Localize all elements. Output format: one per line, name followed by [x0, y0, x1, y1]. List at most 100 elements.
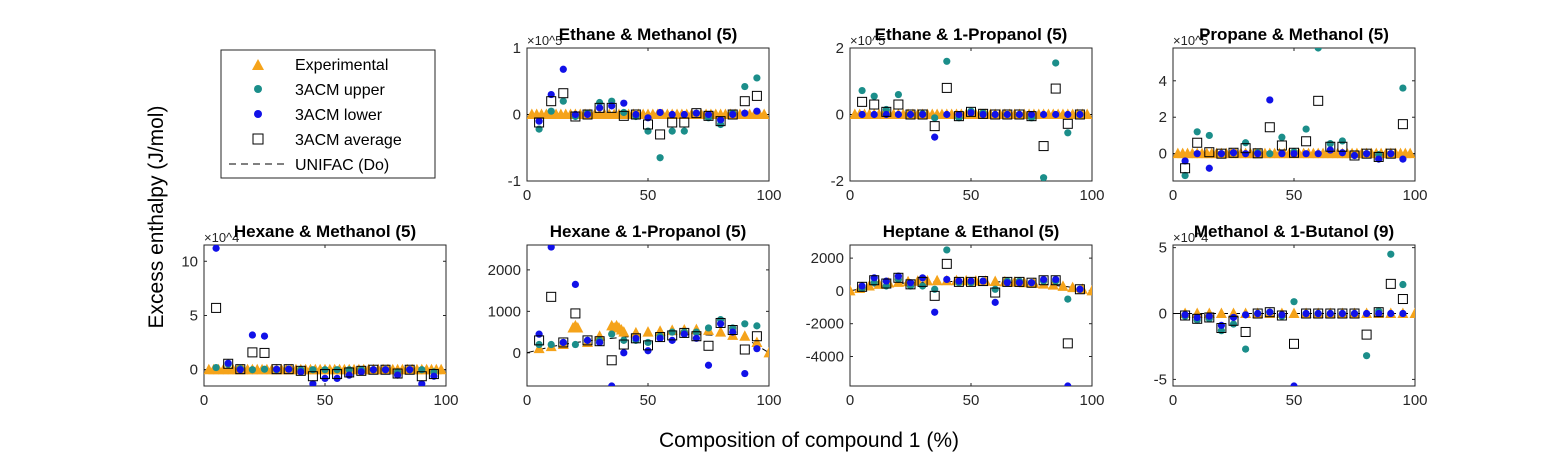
experimental-marker	[1409, 307, 1415, 319]
upper-marker	[1242, 345, 1250, 353]
average-marker	[1301, 308, 1312, 319]
lower-marker	[571, 110, 580, 119]
x-tick-label: 0	[846, 187, 854, 204]
lower-marker	[535, 330, 543, 338]
average-marker	[1014, 276, 1025, 287]
lower-marker	[273, 365, 281, 373]
lower-marker	[991, 298, 999, 306]
average-marker	[893, 99, 904, 110]
average-marker	[1325, 308, 1336, 319]
lower-marker	[729, 328, 737, 336]
average-marker	[917, 276, 928, 287]
average-marker	[606, 355, 617, 366]
average-marker	[881, 106, 892, 117]
lower-marker	[1326, 146, 1334, 154]
lower-marker	[632, 334, 640, 342]
average-marker	[1325, 141, 1336, 152]
lower-marker	[394, 371, 402, 379]
legend-label-lower: 3ACM lower	[295, 107, 383, 124]
average-marker	[1301, 136, 1312, 147]
upper-marker	[753, 74, 761, 82]
average-marker	[416, 371, 427, 382]
y-tick-label: 2	[836, 40, 844, 57]
lower-marker	[656, 108, 664, 117]
upper-marker	[212, 363, 220, 372]
average-marker	[546, 96, 557, 107]
plot-area	[849, 244, 1093, 387]
lower-marker	[1278, 311, 1286, 319]
average-marker	[966, 276, 976, 287]
lower-marker	[357, 368, 365, 376]
experimental-marker	[1288, 307, 1300, 319]
lower-marker	[1193, 313, 1201, 322]
lower-marker	[583, 110, 592, 119]
upper-marker	[1064, 129, 1072, 137]
average-marker	[643, 119, 653, 130]
upper-marker	[418, 366, 426, 374]
subplot-title: Ethane & 1-Propanol (5)	[875, 25, 1068, 44]
average-marker	[1252, 148, 1263, 159]
average-marker	[1313, 95, 1324, 106]
lower-marker	[692, 109, 701, 117]
average-marker	[978, 108, 989, 119]
upper-marker	[668, 328, 676, 336]
lower-marker	[1076, 285, 1084, 293]
lower-marker	[858, 110, 866, 119]
x-tick-label: 0	[846, 392, 854, 409]
lower-marker	[1278, 150, 1286, 158]
lower-marker	[430, 372, 438, 380]
experimental-marker	[931, 274, 943, 286]
lower-marker	[1217, 150, 1225, 158]
lower-marker	[559, 338, 567, 347]
average-marker	[211, 302, 222, 313]
plot-area	[526, 244, 770, 387]
x-tick-label: 100	[1079, 187, 1104, 204]
y-tick-label: 2000	[811, 250, 844, 267]
upper-marker	[608, 330, 616, 338]
average-marker	[941, 82, 952, 93]
lower-marker	[955, 277, 963, 285]
subplot-title: Hexane & 1-Propanol (5)	[550, 222, 747, 241]
experimental-marker	[618, 326, 630, 337]
experimental-marker	[758, 108, 769, 119]
average-marker	[1385, 148, 1396, 159]
experimental-marker	[763, 346, 769, 358]
average-marker	[368, 364, 379, 375]
y-tick-label: 1	[513, 40, 521, 57]
x-tick-label: 100	[756, 187, 781, 204]
average-marker	[1192, 313, 1203, 324]
upper-marker	[1387, 250, 1395, 258]
experimental-marker	[989, 275, 1001, 287]
subplot-title: Propane & Methanol (5)	[1199, 25, 1389, 44]
upper-marker	[870, 92, 878, 100]
average-marker	[1349, 150, 1360, 161]
y-tick-label: 0	[836, 283, 844, 300]
average-marker	[1289, 147, 1299, 158]
average-marker	[582, 109, 593, 120]
plot-markers	[527, 65, 769, 162]
average-marker	[570, 111, 581, 122]
average-marker	[941, 258, 952, 269]
y-axis-label: Excess enthalpy (J/mol)	[145, 106, 168, 329]
lower-marker	[1302, 309, 1310, 318]
average-marker	[691, 108, 702, 119]
average-marker	[271, 364, 282, 375]
exponent-label: ×10^5	[1173, 33, 1208, 48]
upper-marker	[1193, 128, 1201, 136]
exponent-label: ×10^5	[527, 33, 562, 48]
upper-marker	[753, 322, 761, 330]
plot-markers	[1173, 48, 1415, 180]
lower-marker	[1205, 164, 1213, 172]
upper-marker	[1326, 140, 1334, 148]
average-marker	[1192, 137, 1203, 148]
x-tick-label: 50	[963, 187, 980, 204]
average-marker	[606, 102, 617, 113]
y-tick-label: -2	[831, 173, 844, 190]
average-marker	[739, 344, 750, 355]
average-marker	[1252, 308, 1263, 319]
upper-marker	[547, 340, 555, 349]
average-marker	[1216, 148, 1227, 159]
lower-marker	[620, 349, 628, 357]
average-marker	[727, 325, 738, 336]
